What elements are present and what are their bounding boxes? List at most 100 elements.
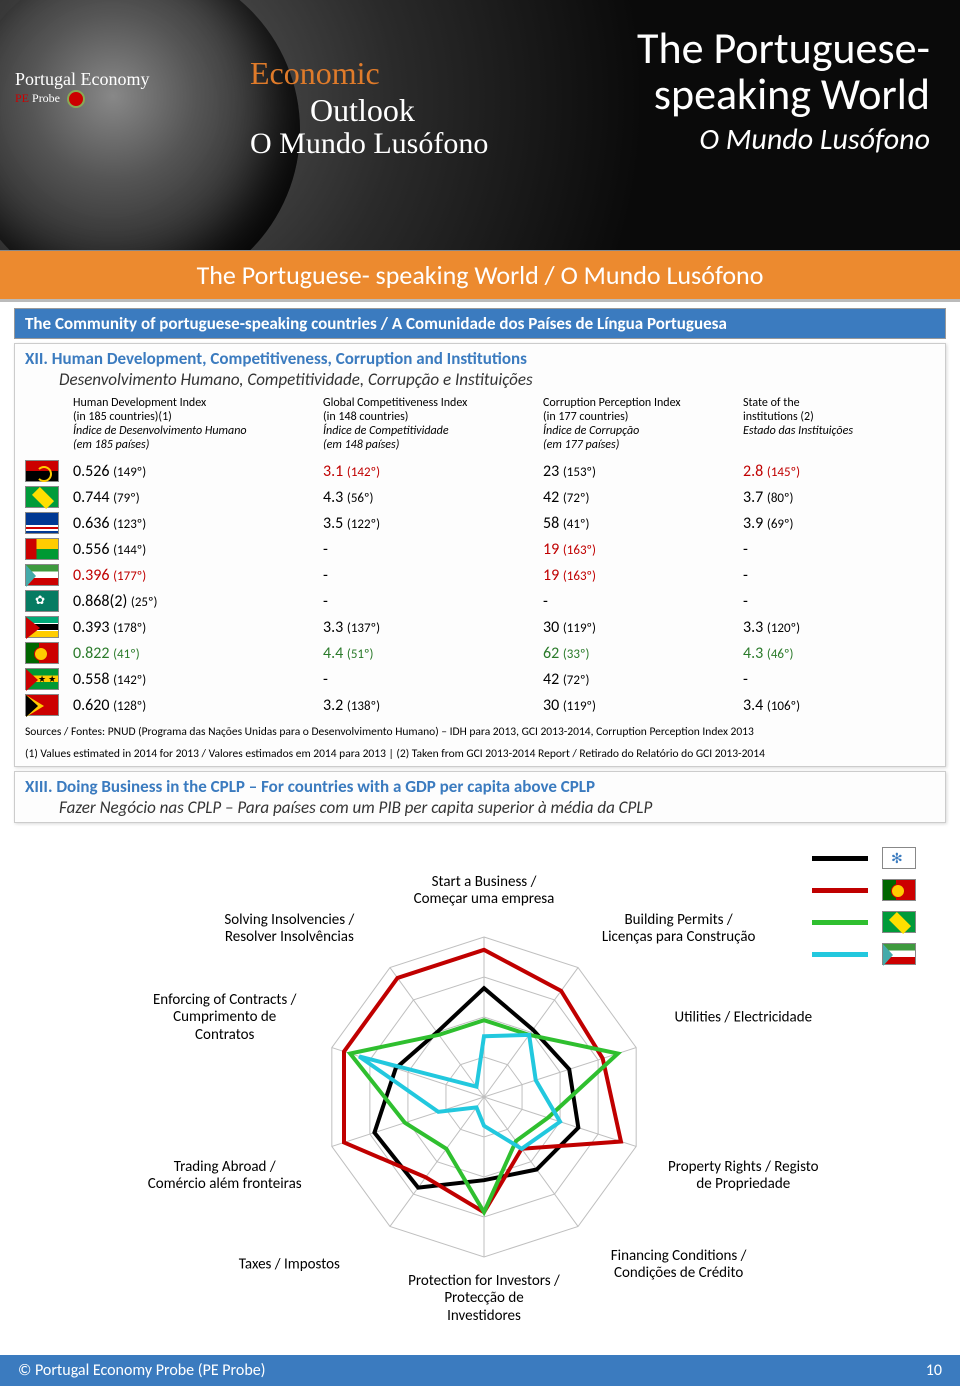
cpi-value: 30 (119º): [543, 618, 743, 637]
radar-legend: [812, 847, 916, 975]
section-xii-title: XII. Human Development, Competitiveness,…: [25, 348, 935, 369]
title-line2: speaking World: [637, 71, 930, 117]
legend-flag-icon: [882, 847, 916, 869]
title-line1: The Portuguese-: [637, 25, 930, 71]
cpi-value: -: [543, 592, 743, 611]
probe-logo-line1: Portugal Economy: [15, 70, 149, 90]
inst-value: -: [743, 592, 893, 611]
flag-icon: [25, 694, 59, 716]
cpi-value: 19 (163º): [543, 566, 743, 585]
radar-axis-label: Solving Insolvencies /Resolver Insolvênc…: [189, 912, 389, 947]
flag-icon: [25, 512, 59, 534]
gci-value: 3.2 (138º): [323, 696, 543, 715]
table-row: 0.393 (178º) 3.3 (137º) 30 (119º) 3.3 (1…: [25, 614, 935, 640]
probe-logo-pe: PE: [15, 91, 29, 105]
legend-line-icon: [812, 952, 868, 957]
col-header: Corruption Perception Index(in 177 count…: [543, 396, 743, 452]
hdi-value: 0.636 (123º): [73, 514, 323, 533]
footer-left: © Portugal Economy Probe (PE Probe): [18, 1361, 266, 1380]
table-row: 0.396 (177º) - 19 (163º) -: [25, 562, 935, 588]
outlook-block: Economic Outlook O Mundo Lusófono: [250, 55, 488, 161]
cpi-value: 23 (153º): [543, 462, 743, 481]
inst-value: 4.3 (46º): [743, 644, 893, 663]
radar-axis-label: Protection for Investors /Protecção deIn…: [384, 1273, 584, 1325]
probe-dot-icon: [67, 90, 85, 108]
page-footer: © Portugal Economy Probe (PE Probe) 10: [0, 1355, 960, 1386]
gci-value: 3.1 (142º): [323, 462, 543, 481]
flag-icon: [25, 460, 59, 482]
sources-line2: (1) Values estimated in 2014 for 2013 / …: [25, 746, 935, 762]
sources-line1: Sources / Fontes: PNUD (Programa das Naç…: [25, 724, 935, 740]
probe-logo-line2: Probe: [32, 91, 60, 105]
section-xiii-sub: Fazer Negócio nas CPLP – Para países com…: [25, 797, 935, 818]
inst-value: 3.4 (106º): [743, 696, 893, 715]
table-row: 0.620 (128º) 3.2 (138º) 30 (119º) 3.4 (1…: [25, 692, 935, 718]
footer-page-number: 10: [926, 1361, 942, 1380]
radar-axis-label: Property Rights / Registode Propriedade: [643, 1159, 843, 1194]
radar-svg: [294, 907, 674, 1287]
gci-value: 3.3 (137º): [323, 618, 543, 637]
table-row: 0.868(2) (25º) - - -: [25, 588, 935, 614]
legend-flag-icon: [882, 911, 916, 933]
inst-value: 2.8 (145º): [743, 462, 893, 481]
section-xii-sub: Desenvolvimento Humano, Competitividade,…: [25, 369, 935, 390]
table-row: 0.526 (149º) 3.1 (142º) 23 (153º) 2.8 (1…: [25, 458, 935, 484]
flag-icon: [25, 668, 59, 690]
gci-value: -: [323, 566, 543, 585]
flag-icon: [25, 564, 59, 586]
table-row: 0.822 (41º) 4.4 (51º) 62 (33º) 4.3 (46º): [25, 640, 935, 666]
legend-flag-icon: [882, 879, 916, 901]
cpi-value: 30 (119º): [543, 696, 743, 715]
flag-icon: [25, 486, 59, 508]
hdi-value: 0.393 (178º): [73, 618, 323, 637]
table-row: 0.558 (142º) - 42 (72º) -: [25, 666, 935, 692]
hdi-value: 0.526 (149º): [73, 462, 323, 481]
probe-logo: Portugal Economy PE Probe: [15, 70, 149, 108]
flag-icon: [25, 538, 59, 560]
hdi-value: 0.868(2) (25º): [73, 592, 323, 611]
header-banner: Portugal Economy PE Probe Economic Outlo…: [0, 0, 960, 250]
hdi-value: 0.620 (128º): [73, 696, 323, 715]
col-header: State of theinstitutions (2)Estado das I…: [743, 396, 903, 452]
legend-line-icon: [812, 888, 868, 893]
gci-value: 4.4 (51º): [323, 644, 543, 663]
radar-axis-label: Enforcing of Contracts /Cumprimento deCo…: [125, 992, 325, 1044]
inst-value: 3.7 (80º): [743, 488, 893, 507]
legend-item: [812, 943, 916, 965]
gci-value: 3.5 (122º): [323, 514, 543, 533]
cpi-value: 62 (33º): [543, 644, 743, 663]
inst-value: -: [743, 670, 893, 689]
cpi-value: 19 (163º): [543, 540, 743, 559]
legend-flag-icon: [882, 943, 916, 965]
inst-value: -: [743, 540, 893, 559]
flag-icon: [25, 590, 59, 612]
radar-chart: Start a Business /Começar uma empresaBui…: [14, 827, 946, 1387]
inst-value: 3.3 (120º): [743, 618, 893, 637]
radar-axis-label: Taxes / Impostos: [189, 1257, 389, 1274]
hdi-value: 0.556 (144º): [73, 540, 323, 559]
legend-line-icon: [812, 856, 868, 861]
title-italic: O Mundo Lusófono: [637, 121, 930, 158]
hdi-value: 0.396 (177º): [73, 566, 323, 585]
orange-section-bar: The Portuguese- speaking World / O Mundo…: [0, 250, 960, 302]
table-row: 0.744 (79º) 4.3 (56º) 42 (72º) 3.7 (80º): [25, 484, 935, 510]
blue-section-bar: The Community of portuguese-speaking cou…: [14, 308, 946, 339]
cpi-value: 58 (41º): [543, 514, 743, 533]
col-header: Global Competitiveness Index(in 148 coun…: [323, 396, 543, 452]
table-rows: 0.526 (149º) 3.1 (142º) 23 (153º) 2.8 (1…: [25, 458, 935, 718]
legend-item: [812, 847, 916, 869]
table-col-headers: Human Development Index(in 185 countries…: [73, 396, 935, 452]
legend-item: [812, 911, 916, 933]
hdi-value: 0.558 (142º): [73, 670, 323, 689]
gci-value: 4.3 (56º): [323, 488, 543, 507]
hdi-value: 0.744 (79º): [73, 488, 323, 507]
legend-item: [812, 879, 916, 901]
economic-word: Economic: [250, 55, 488, 92]
radar-axis-label: Start a Business /Começar uma empresa: [384, 874, 584, 909]
radar-axis-label: Utilities / Electricidade: [643, 1010, 843, 1027]
col-header: Human Development Index(in 185 countries…: [73, 396, 323, 452]
section-xiii-title: XIII. Doing Business in the CPLP – For c…: [25, 776, 935, 797]
gci-value: -: [323, 592, 543, 611]
hdi-value: 0.822 (41º): [73, 644, 323, 663]
section-xiii: XIII. Doing Business in the CPLP – For c…: [14, 771, 946, 823]
